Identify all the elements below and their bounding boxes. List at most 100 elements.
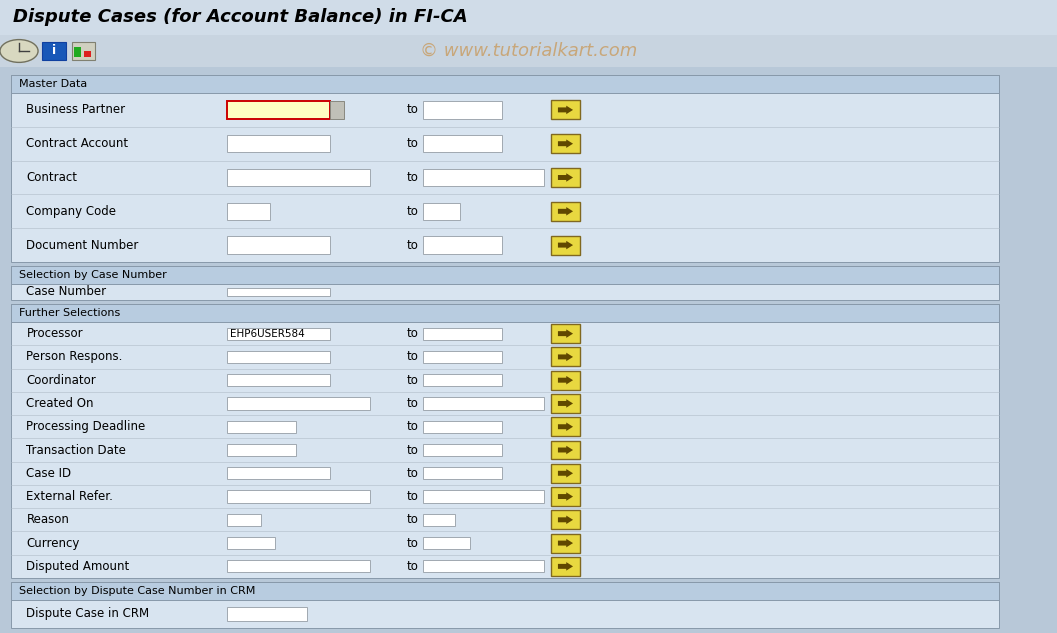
FancyBboxPatch shape bbox=[11, 266, 999, 284]
FancyBboxPatch shape bbox=[423, 236, 502, 254]
FancyBboxPatch shape bbox=[227, 467, 330, 479]
Text: Coordinator: Coordinator bbox=[26, 373, 96, 387]
FancyBboxPatch shape bbox=[423, 537, 470, 549]
FancyBboxPatch shape bbox=[227, 203, 270, 220]
FancyBboxPatch shape bbox=[227, 135, 330, 153]
Text: to: to bbox=[407, 490, 419, 503]
Polygon shape bbox=[558, 562, 573, 570]
Text: Currency: Currency bbox=[26, 537, 79, 549]
FancyBboxPatch shape bbox=[551, 324, 580, 343]
FancyBboxPatch shape bbox=[227, 491, 370, 503]
Text: Master Data: Master Data bbox=[19, 79, 88, 89]
Text: Further Selections: Further Selections bbox=[19, 308, 120, 318]
FancyBboxPatch shape bbox=[551, 348, 580, 367]
Text: Contract Account: Contract Account bbox=[26, 137, 129, 150]
FancyBboxPatch shape bbox=[227, 514, 261, 526]
FancyBboxPatch shape bbox=[551, 417, 580, 436]
Text: Business Partner: Business Partner bbox=[26, 103, 126, 116]
FancyBboxPatch shape bbox=[551, 510, 580, 529]
Polygon shape bbox=[558, 376, 573, 384]
Text: Selection by Dispute Case Number in CRM: Selection by Dispute Case Number in CRM bbox=[19, 586, 256, 596]
FancyBboxPatch shape bbox=[227, 328, 330, 340]
Polygon shape bbox=[558, 353, 573, 361]
FancyBboxPatch shape bbox=[227, 169, 370, 186]
FancyBboxPatch shape bbox=[227, 288, 330, 296]
Text: Document Number: Document Number bbox=[26, 239, 138, 251]
FancyBboxPatch shape bbox=[423, 398, 544, 410]
FancyBboxPatch shape bbox=[11, 582, 999, 628]
FancyBboxPatch shape bbox=[551, 168, 580, 187]
Polygon shape bbox=[558, 173, 573, 182]
FancyBboxPatch shape bbox=[551, 134, 580, 153]
Text: Selection by Case Number: Selection by Case Number bbox=[19, 270, 167, 280]
FancyBboxPatch shape bbox=[551, 394, 580, 413]
Text: Company Code: Company Code bbox=[26, 205, 116, 218]
Text: Person Respons.: Person Respons. bbox=[26, 351, 123, 363]
Text: Contract: Contract bbox=[26, 171, 77, 184]
Text: i: i bbox=[52, 44, 56, 58]
Text: to: to bbox=[407, 205, 419, 218]
FancyBboxPatch shape bbox=[423, 169, 544, 186]
FancyBboxPatch shape bbox=[423, 351, 502, 363]
Text: © www.tutorialkart.com: © www.tutorialkart.com bbox=[420, 42, 637, 60]
Text: Dispute Cases (for Account Balance) in FI-CA: Dispute Cases (for Account Balance) in F… bbox=[13, 8, 467, 27]
FancyBboxPatch shape bbox=[551, 534, 580, 553]
Text: Dispute Case in CRM: Dispute Case in CRM bbox=[26, 608, 149, 620]
FancyBboxPatch shape bbox=[551, 557, 580, 576]
FancyBboxPatch shape bbox=[227, 537, 275, 549]
FancyBboxPatch shape bbox=[551, 202, 580, 221]
FancyBboxPatch shape bbox=[551, 441, 580, 460]
FancyBboxPatch shape bbox=[0, 0, 1057, 35]
FancyBboxPatch shape bbox=[423, 203, 460, 220]
FancyBboxPatch shape bbox=[423, 514, 455, 526]
FancyBboxPatch shape bbox=[551, 487, 580, 506]
FancyBboxPatch shape bbox=[42, 42, 66, 61]
Text: Case ID: Case ID bbox=[26, 467, 72, 480]
Text: Processing Deadline: Processing Deadline bbox=[26, 420, 146, 433]
FancyBboxPatch shape bbox=[72, 42, 95, 61]
Text: to: to bbox=[407, 327, 419, 340]
FancyBboxPatch shape bbox=[423, 444, 502, 456]
Polygon shape bbox=[558, 492, 573, 501]
Polygon shape bbox=[558, 329, 573, 338]
FancyBboxPatch shape bbox=[551, 101, 580, 120]
FancyBboxPatch shape bbox=[423, 328, 502, 340]
FancyBboxPatch shape bbox=[551, 371, 580, 390]
Text: Disputed Amount: Disputed Amount bbox=[26, 560, 130, 573]
Text: Created On: Created On bbox=[26, 397, 94, 410]
Text: to: to bbox=[407, 171, 419, 184]
FancyBboxPatch shape bbox=[84, 51, 91, 57]
Text: EHP6USER584: EHP6USER584 bbox=[230, 329, 305, 339]
FancyBboxPatch shape bbox=[551, 235, 580, 254]
Text: to: to bbox=[407, 397, 419, 410]
FancyBboxPatch shape bbox=[227, 236, 330, 254]
Polygon shape bbox=[558, 139, 573, 148]
FancyBboxPatch shape bbox=[423, 421, 502, 433]
FancyBboxPatch shape bbox=[330, 101, 344, 119]
FancyBboxPatch shape bbox=[227, 398, 370, 410]
FancyBboxPatch shape bbox=[227, 560, 370, 572]
Text: Case Number: Case Number bbox=[26, 285, 107, 299]
FancyBboxPatch shape bbox=[423, 467, 502, 479]
Text: to: to bbox=[407, 239, 419, 251]
Circle shape bbox=[0, 40, 38, 63]
Polygon shape bbox=[558, 241, 573, 249]
Polygon shape bbox=[558, 106, 573, 114]
FancyBboxPatch shape bbox=[423, 101, 502, 119]
Text: External Refer.: External Refer. bbox=[26, 490, 113, 503]
Text: to: to bbox=[407, 513, 419, 526]
Text: to: to bbox=[407, 467, 419, 480]
Polygon shape bbox=[558, 207, 573, 216]
Polygon shape bbox=[558, 399, 573, 408]
Text: to: to bbox=[407, 137, 419, 150]
FancyBboxPatch shape bbox=[227, 606, 307, 621]
FancyBboxPatch shape bbox=[11, 75, 999, 93]
FancyBboxPatch shape bbox=[227, 374, 330, 386]
FancyBboxPatch shape bbox=[227, 444, 296, 456]
FancyBboxPatch shape bbox=[74, 47, 81, 57]
FancyBboxPatch shape bbox=[11, 75, 999, 262]
FancyBboxPatch shape bbox=[11, 582, 999, 600]
FancyBboxPatch shape bbox=[11, 266, 999, 300]
Text: to: to bbox=[407, 444, 419, 456]
Text: to: to bbox=[407, 537, 419, 549]
